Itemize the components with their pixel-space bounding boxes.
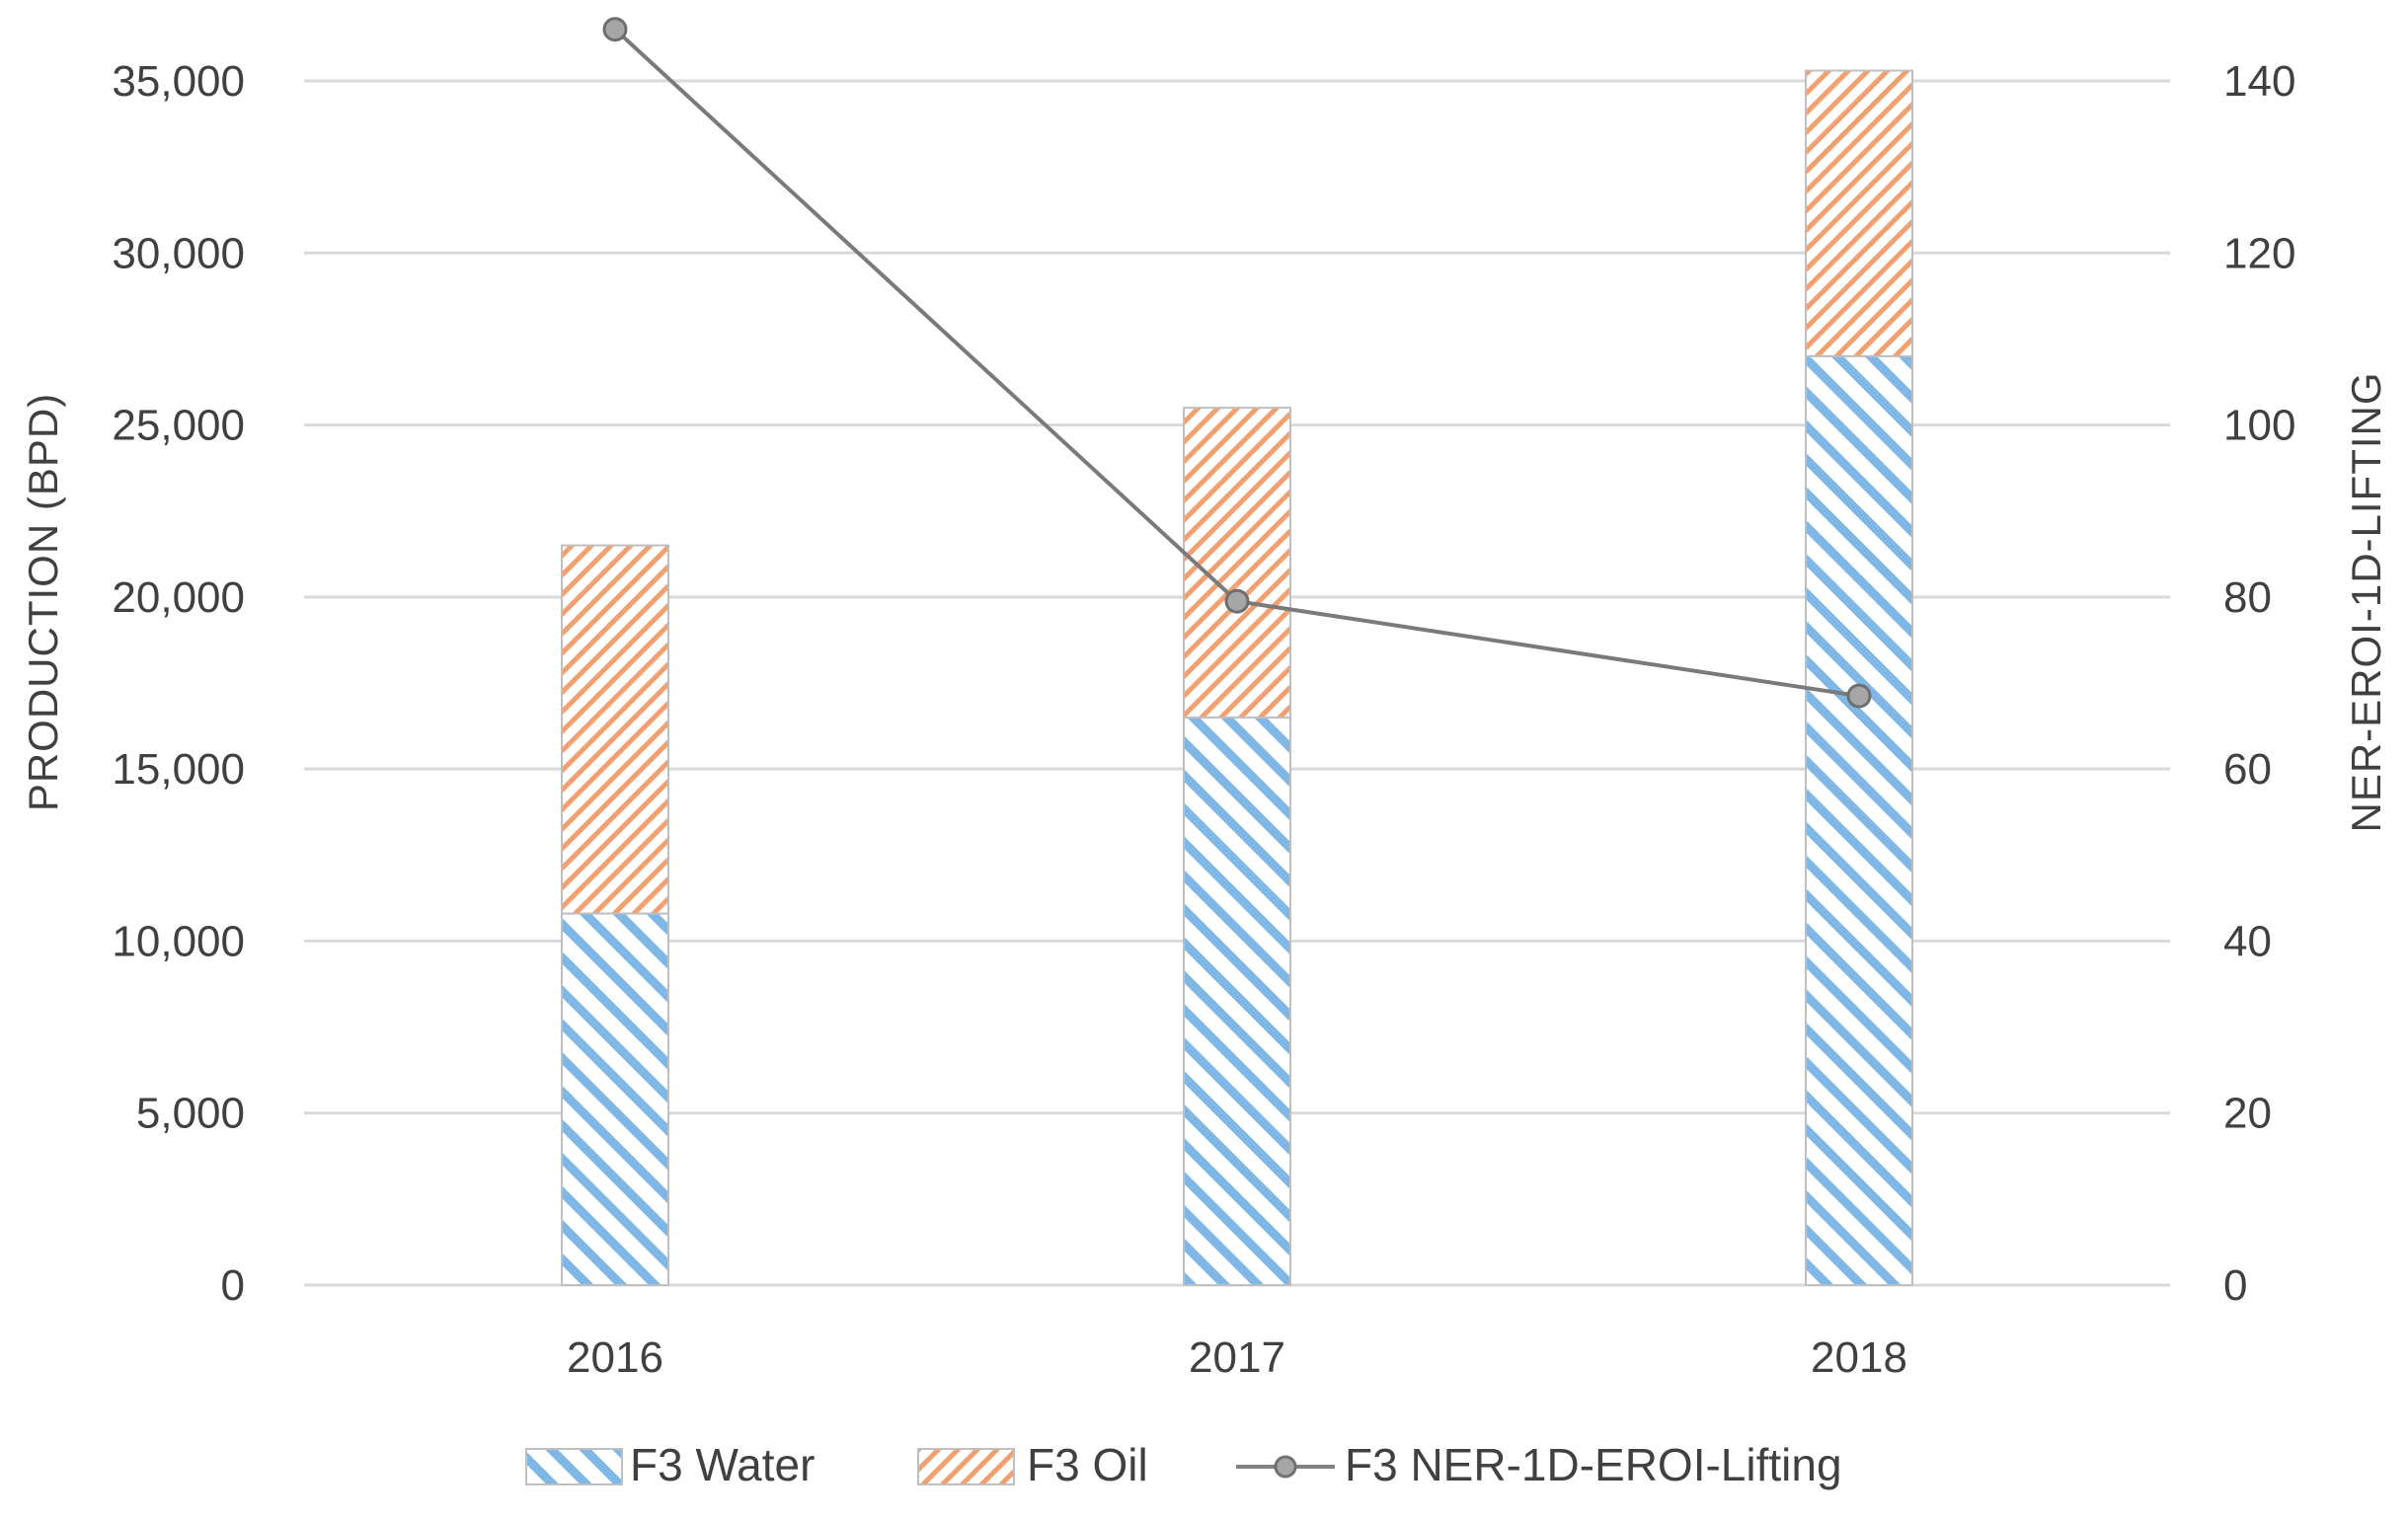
right-tick-label-4: 80 — [2223, 573, 2272, 622]
left-tick-label-4: 20,000 — [112, 573, 245, 622]
legend-label-water: F3 Water — [630, 1439, 815, 1490]
x-axis: 2016 2017 2018 — [567, 1333, 1907, 1382]
legend-marker-eroi — [1274, 1455, 1297, 1479]
right-axis-title: NER-EROI-1D-LIFTING — [2343, 371, 2389, 832]
legend-item-eroi: F3 NER-1D-EROI-Lifting — [1236, 1439, 1842, 1490]
left-tick-label-1: 5,000 — [136, 1090, 245, 1138]
right-tick-label-6: 120 — [2223, 229, 2295, 277]
left-tick-label-2: 10,000 — [112, 917, 245, 965]
left-tick-label-3: 15,000 — [112, 745, 245, 794]
x-tick-label-2018: 2018 — [1811, 1333, 1907, 1382]
right-tick-label-7: 140 — [2223, 57, 2295, 106]
bar-oil-2016 — [561, 544, 669, 915]
legend-swatch-oil — [917, 1448, 1015, 1485]
right-tick-label-0: 0 — [2223, 1261, 2247, 1310]
legend-item-water: F3 Water — [525, 1439, 815, 1490]
x-tick-label-2017: 2017 — [1189, 1333, 1285, 1382]
legend: F3 Water F3 Oil F3 NER-1D-EROI-Lifting — [525, 1439, 1842, 1490]
legend-label-eroi: F3 NER-1D-EROI-Lifting — [1345, 1439, 1842, 1490]
legend-label-oil: F3 Oil — [1027, 1439, 1148, 1490]
left-tick-label-0: 0 — [221, 1261, 245, 1310]
left-tick-label-6: 30,000 — [112, 229, 245, 277]
eroi-line-series — [602, 17, 1872, 709]
bar-oil-2018 — [1805, 69, 1913, 357]
right-tick-label-3: 60 — [2223, 745, 2272, 794]
bar-water-2016 — [561, 912, 669, 1286]
legend-item-oil: F3 Oil — [917, 1439, 1148, 1490]
eroi-point-2017 — [1224, 588, 1250, 614]
bars — [561, 69, 1913, 1287]
bar-water-2018 — [1805, 354, 1913, 1287]
left-y-axis: 0 5,000 10,000 15,000 20,000 25,000 30,000 35,0… — [112, 57, 245, 1310]
bar-water-2017 — [1183, 716, 1291, 1286]
right-tick-label-5: 100 — [2223, 402, 2295, 450]
right-tick-label-1: 20 — [2223, 1090, 2272, 1138]
left-tick-label-7: 35,000 — [112, 57, 245, 106]
right-y-axis: 0 20 40 60 80 100 120 140 — [2223, 57, 2295, 1310]
eroi-point-2016 — [602, 17, 628, 42]
right-tick-label-2: 40 — [2223, 917, 2272, 965]
left-tick-label-5: 25,000 — [112, 402, 245, 450]
eroi-point-2018 — [1846, 683, 1872, 709]
bar-oil-2017 — [1183, 407, 1291, 719]
legend-swatch-water — [525, 1448, 623, 1485]
left-axis-title: PRODUCTION (BPD) — [20, 393, 66, 811]
x-tick-label-2016: 2016 — [567, 1333, 663, 1382]
